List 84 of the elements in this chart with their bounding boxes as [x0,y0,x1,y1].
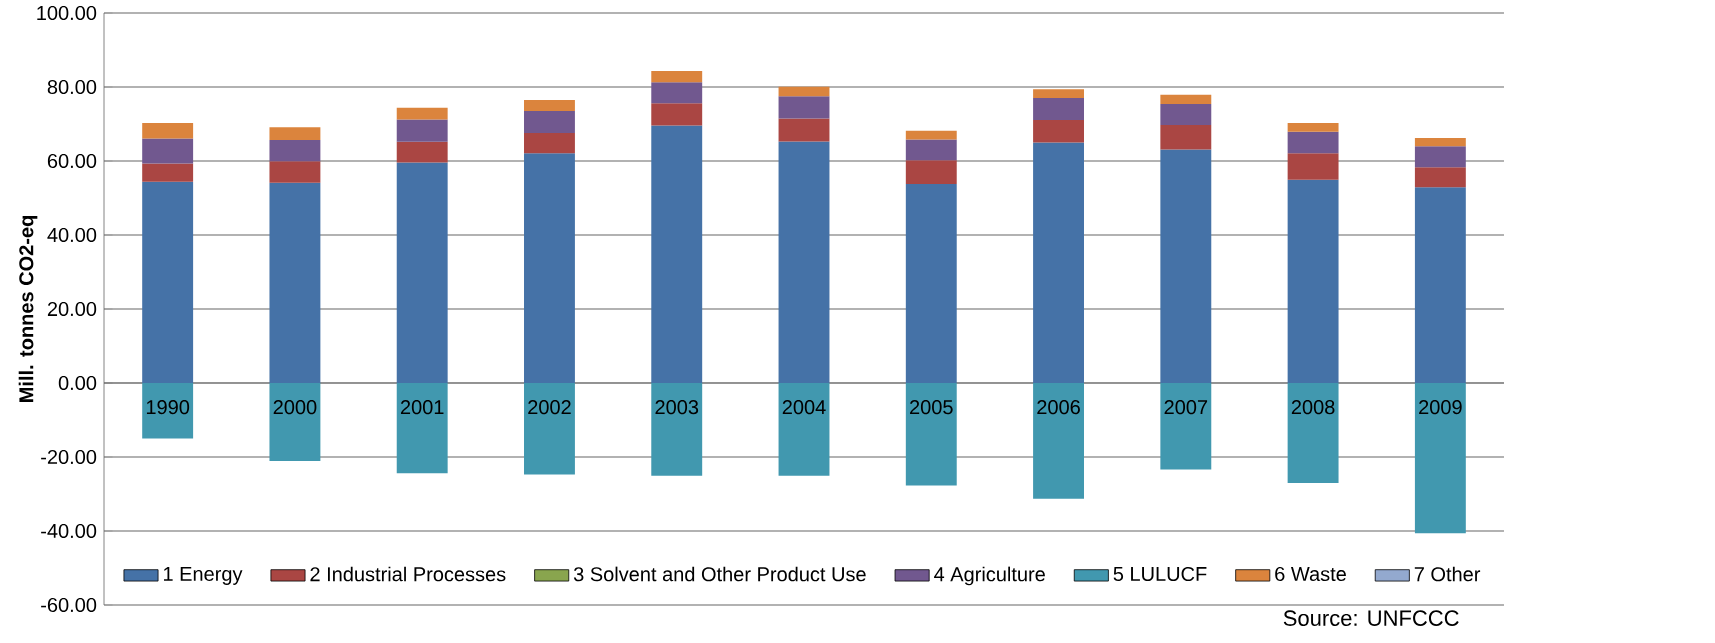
bar [142,122,194,139]
bar [142,181,194,383]
bar [651,103,703,126]
bar [524,111,575,133]
y-tick-label: 0.00 [58,375,97,391]
bar [778,118,830,142]
bar [269,161,321,183]
x-tick-label: 2006 [1037,400,1080,415]
bar [1287,179,1339,383]
x-tick-label: 2005 [910,400,953,415]
bar [905,130,957,140]
bar [1160,125,1212,150]
source-note: Source: UNFCCC [1283,610,1459,626]
bar [142,138,194,164]
bar [778,382,830,476]
x-tick-label: 1990 [146,400,190,415]
bar [778,96,830,119]
bar [651,82,703,104]
bar [1414,187,1466,383]
bar [1160,104,1212,126]
bar [778,86,830,97]
bar [1414,138,1466,147]
bar [524,382,575,475]
bar [1033,119,1084,143]
y-tick-label: -40.00 [41,523,97,539]
bar [396,107,448,120]
bar [651,125,703,383]
bar [1160,94,1212,105]
x-tick-label: 2009 [1419,400,1462,415]
bar [269,139,321,162]
x-tick-label: 2004 [782,400,826,415]
x-tick-label: 2003 [655,400,699,415]
bar [1033,89,1084,99]
y-tick-label: 40.00 [47,227,97,243]
bar [396,119,448,142]
bar [396,141,448,163]
bar [396,382,448,474]
bar [1033,382,1084,499]
bar [1287,153,1339,180]
bar [1033,142,1084,383]
legend-label: 7 Other [1414,566,1481,582]
bar [396,162,448,383]
bar [269,382,321,462]
bar [524,99,575,112]
legend-label: 3 Solvent and Other Product Use [573,566,866,582]
bar [269,127,321,140]
bar [269,182,321,383]
bar [651,382,703,476]
x-tick-label: 2000 [273,400,317,415]
y-tick-label: -60.00 [41,597,97,613]
legend-label: 4 Agriculture [934,566,1045,586]
x-tick-label: 2002 [528,400,571,415]
bar [524,153,575,383]
bar [905,160,957,184]
x-tick-label: 2001 [400,400,444,415]
bar [524,132,575,154]
y-tick-label: 60.00 [47,153,97,169]
y-tick-label: 20.00 [47,301,97,317]
bar [905,183,957,383]
x-tick-label: 2007 [1164,400,1208,415]
bar [1287,131,1339,154]
bar [1287,382,1339,483]
bar [1160,382,1212,470]
bar [1414,382,1466,534]
y-axis-title: Mill. tonnes CO2-eq [18,216,38,402]
y-tick-label: 100.00 [37,5,97,21]
bar [142,382,194,439]
y-tick-label: -20.00 [41,449,97,465]
bar [1160,149,1212,383]
legend-label: 2 Industrial Processes [310,566,506,582]
bar [142,163,194,182]
x-tick-label: 2008 [1291,400,1335,415]
bar [778,141,830,383]
bar [905,139,957,161]
legend-label: 1 Energy [164,566,243,585]
bar [1414,146,1466,168]
legend-label: 5 LULUCF [1113,566,1207,582]
y-tick-label: 80.00 [47,79,97,95]
bar [1414,167,1466,188]
legend-label: 6 Waste [1275,566,1346,582]
bar [651,71,703,83]
bar [1287,122,1339,132]
bar [905,382,957,486]
bar [1033,98,1084,120]
